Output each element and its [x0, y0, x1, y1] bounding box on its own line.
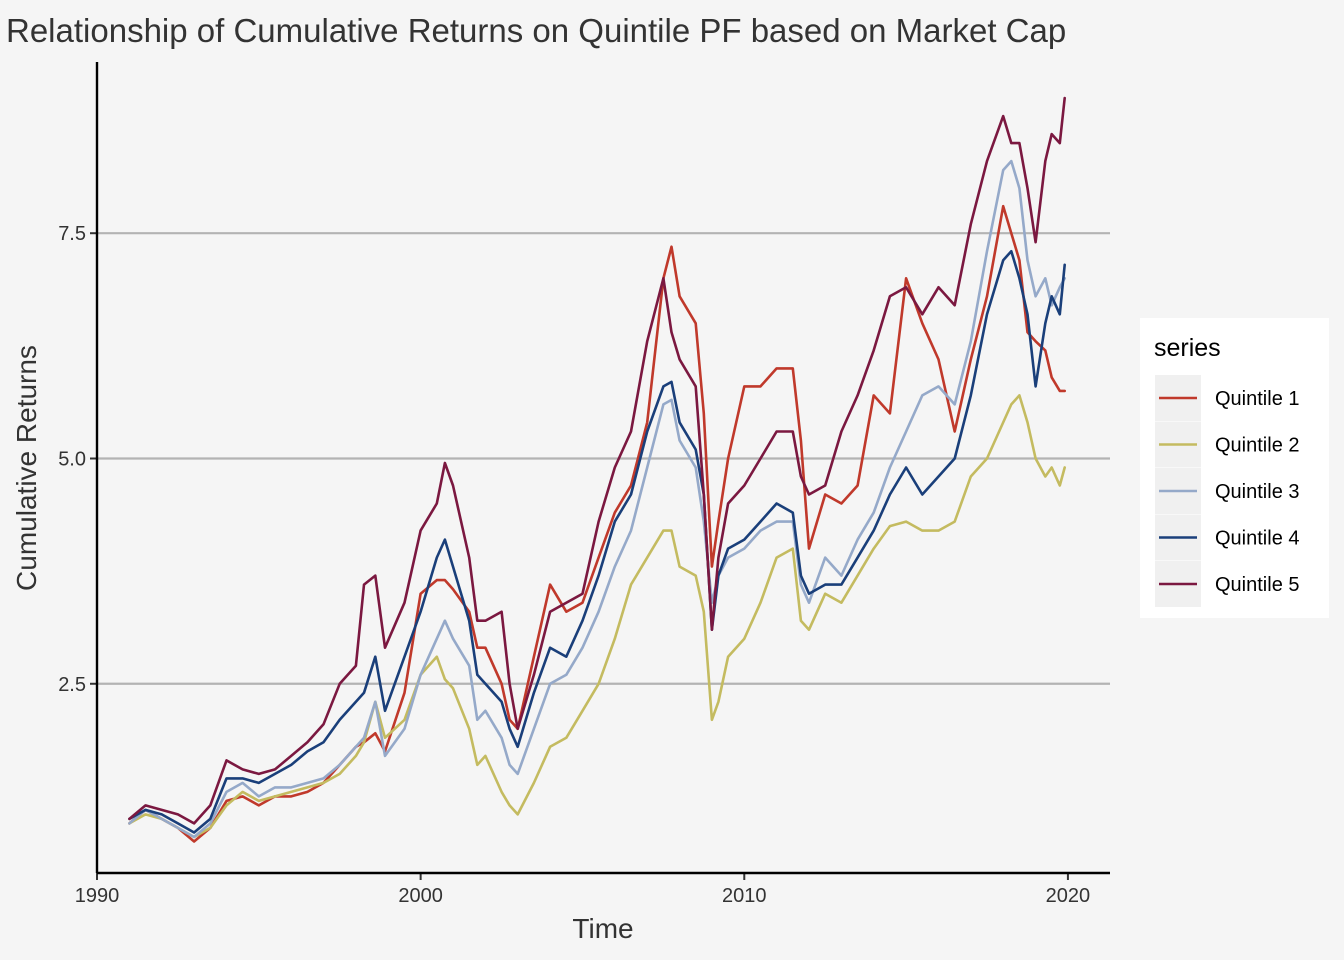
legend-title: series	[1154, 334, 1221, 362]
y-axis-title: Cumulative Returns	[11, 345, 42, 591]
x-tick-label: 2000	[398, 885, 443, 907]
series-line-quintile-3	[128, 159, 1066, 839]
chart-title: Relationship of Cumulative Returns on Qu…	[6, 12, 1066, 49]
axes	[90, 62, 1110, 880]
y-tick-label: 2.5	[58, 674, 86, 696]
series-lines	[128, 96, 1066, 843]
gridlines	[97, 232, 1110, 685]
series-line-quintile-1	[128, 204, 1066, 843]
y-tick-label: 7.5	[58, 223, 86, 245]
legend-label-quintile-5: Quintile 5	[1215, 574, 1300, 596]
legend-label-quintile-2: Quintile 2	[1215, 435, 1300, 457]
legend: series Quintile 1 Quintile 2 Quintile 3 Qui…	[1140, 318, 1329, 618]
x-tick-label: 2010	[722, 885, 767, 907]
series-line-quintile-2	[128, 394, 1066, 839]
series-line-quintile-5	[128, 96, 1066, 825]
y-tick-label: 5.0	[58, 448, 86, 470]
series-line-quintile-4	[128, 249, 1066, 834]
legend-label-quintile-4: Quintile 4	[1215, 528, 1300, 550]
legend-label-quintile-3: Quintile 3	[1215, 481, 1300, 503]
legend-label-quintile-1: Quintile 1	[1215, 388, 1300, 410]
tick-labels: 2.5 5.0 7.5 1990 2000 2010 2020	[58, 223, 1090, 907]
x-axis-title: Time	[572, 913, 633, 944]
x-tick-label: 1990	[75, 885, 120, 907]
x-tick-label: 2020	[1046, 885, 1091, 907]
